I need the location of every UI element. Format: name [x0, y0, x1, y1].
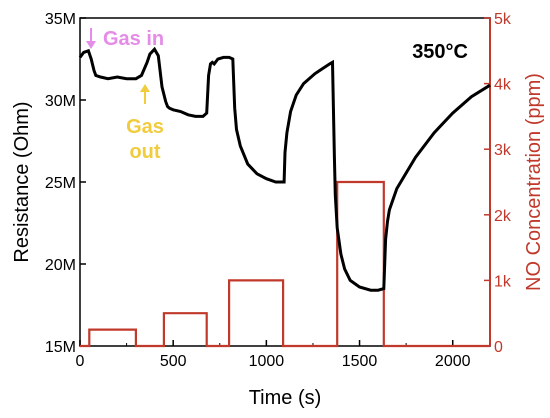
gas-out-arrowhead	[140, 84, 150, 92]
resistance-series	[78, 46, 491, 292]
x-axis-title: Time (s)	[249, 387, 322, 409]
y-right-tick-label: 2k	[494, 208, 512, 225]
x-tick-label: 1000	[249, 353, 285, 370]
y-right-tick-label: 1k	[494, 273, 512, 290]
y-left-tick-label: 30M	[45, 93, 76, 110]
y-left-tick-label: 35M	[45, 11, 76, 28]
y-right-tick-label: 4k	[494, 77, 512, 94]
y-right-tick-label: 0	[494, 339, 503, 356]
x-tick-label: 0	[76, 353, 85, 370]
y-right-tick-label: 5k	[494, 11, 512, 28]
y-left-tick-label: 25M	[45, 175, 76, 192]
x-tick-label: 2000	[435, 353, 471, 370]
gas-in-label: Gas in	[103, 28, 164, 50]
y-right-tick-label: 3k	[494, 142, 512, 159]
y-left-tick-label: 20M	[45, 257, 76, 274]
no-concentration-series	[80, 180, 490, 348]
gas-out-label-line2: out	[129, 141, 160, 163]
gas-in-annotation: Gas in	[86, 28, 164, 50]
gas-out-annotation: Gas out	[126, 84, 164, 163]
y-left-tick-label: 15M	[45, 339, 76, 356]
y-axis-title-right: NO Concentration (ppm)	[523, 73, 545, 291]
gas-in-arrowhead	[86, 41, 96, 49]
temperature-label: 350°C	[412, 41, 468, 63]
gas-out-label-line1: Gas	[126, 116, 164, 138]
tick-labels: 0 500 1000 1500 2000 15M 20M 25M 30M 35M 0 1k 2k 3k 4k…	[45, 11, 512, 370]
x-tick-label: 1500	[342, 353, 378, 370]
y-axis-title-left: Resistance (Ohm)	[11, 101, 33, 262]
x-tick-label: 500	[160, 353, 187, 370]
